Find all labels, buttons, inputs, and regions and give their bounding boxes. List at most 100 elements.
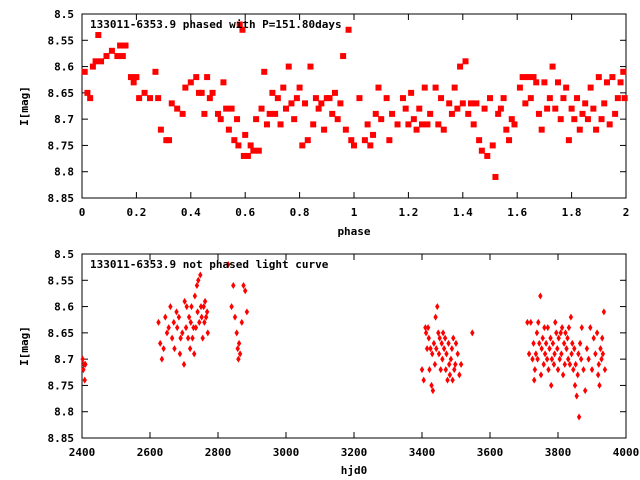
data-point (200, 334, 205, 342)
data-point (234, 116, 241, 123)
data-point (228, 105, 235, 112)
data-point (425, 324, 431, 332)
data-point (182, 84, 189, 91)
data-point (321, 126, 328, 133)
data-point (194, 282, 200, 290)
data-point (565, 334, 570, 342)
data-point (594, 329, 600, 337)
data-point (620, 68, 627, 75)
data-point (179, 110, 186, 117)
data-point (528, 318, 533, 326)
data-point (595, 74, 602, 81)
data-point (239, 26, 246, 33)
data-point (215, 110, 221, 117)
data-point (423, 329, 429, 337)
data-point (288, 100, 295, 107)
data-point (204, 308, 210, 316)
data-point (192, 350, 197, 358)
data-point (533, 79, 540, 86)
data-point (566, 324, 572, 332)
data-point (315, 105, 322, 112)
data-point (206, 95, 213, 102)
data-point (169, 334, 175, 342)
data-point (538, 371, 544, 379)
data-point (450, 376, 455, 384)
y-tick-label: 8.7 (54, 353, 74, 366)
data-point (536, 318, 541, 326)
data-point (402, 105, 409, 112)
data-point (467, 100, 474, 107)
y-tick-label: 8.6 (54, 61, 74, 74)
data-point (576, 350, 581, 358)
data-point (80, 355, 85, 363)
x-tick-label: 2800 (205, 446, 232, 459)
data-point (133, 74, 140, 81)
data-point (526, 350, 532, 358)
tick-group: 2400 2600 2800 3000 3200 3400 3600 3800 4000 8.5 8… (48, 248, 640, 459)
x-tick-label: 3600 (477, 446, 504, 459)
data-point (565, 137, 572, 144)
data-point (419, 121, 425, 128)
data-point (83, 360, 88, 368)
data-point (500, 95, 507, 102)
data-point (598, 116, 605, 123)
data-point (600, 334, 605, 342)
data-point (326, 95, 333, 102)
data-point (506, 137, 513, 144)
data-point (438, 95, 445, 102)
data-point (280, 84, 287, 91)
data-point (531, 339, 536, 347)
data-point (266, 110, 273, 117)
data-point (541, 79, 548, 86)
data-point (410, 116, 417, 123)
data-point (195, 308, 200, 316)
data-point (547, 345, 552, 353)
data-point (617, 79, 624, 86)
data-point (557, 355, 562, 363)
data-point (525, 318, 530, 326)
data-point (193, 74, 200, 81)
data-point (204, 74, 211, 81)
data-point (473, 100, 480, 107)
data-point (164, 329, 170, 337)
x-tick-label: 1.6 (507, 206, 527, 219)
unphased-light-curve-panel: 2400 2600 2800 3000 3200 3400 3600 3800 4000 8.5 8… (18, 248, 639, 477)
data-point (98, 58, 105, 65)
data-point (261, 68, 268, 75)
data-point (114, 53, 121, 60)
data-point (593, 350, 598, 358)
data-point (250, 147, 257, 154)
data-point (130, 79, 137, 86)
data-point (174, 105, 181, 112)
data-point (443, 366, 448, 374)
plot-title: 133011-6353.9 phased with P=151.80days (90, 18, 342, 31)
data-point (453, 360, 458, 368)
x-tick-label: 1.2 (398, 206, 418, 219)
data-point (555, 79, 561, 86)
data-point (583, 387, 588, 395)
data-point (484, 152, 491, 159)
data-point (546, 366, 551, 374)
data-point (593, 126, 600, 133)
data-point (579, 110, 586, 117)
x-tick-label: 2 (623, 206, 630, 219)
data-point (492, 173, 499, 180)
data-point (189, 303, 194, 311)
data-point (201, 303, 206, 311)
data-point (597, 381, 602, 389)
x-axis-label: hjd0 (341, 464, 368, 477)
data-point (497, 105, 504, 112)
data-point (445, 376, 450, 384)
data-point (569, 350, 574, 358)
data-point (293, 95, 300, 102)
data-point (348, 137, 355, 144)
y-tick-label: 8.6 (54, 301, 74, 314)
data-point (590, 105, 597, 112)
data-point (556, 334, 561, 342)
data-point (530, 355, 535, 363)
data-point (489, 142, 496, 149)
data-point (157, 126, 164, 133)
data-point (429, 381, 434, 389)
data-point (299, 142, 306, 149)
